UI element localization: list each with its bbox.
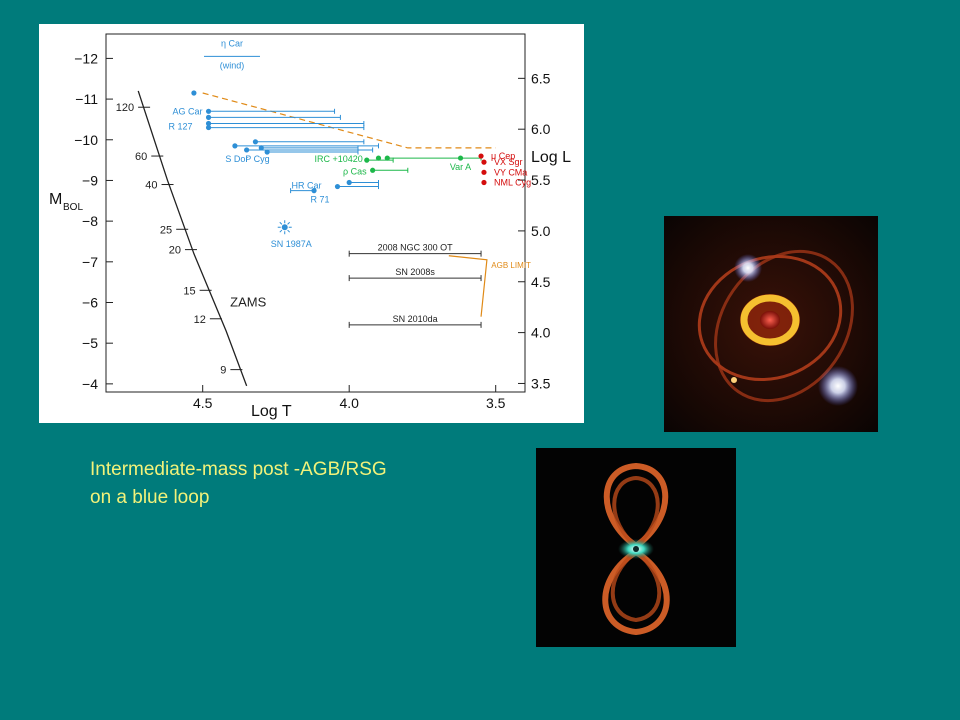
star-sublabel: (wind) [220,60,245,70]
y-left-axis-label: M [49,191,62,208]
star-point [258,145,264,151]
star-label: HR Car [291,181,321,191]
y-left-axis-sublabel: BOL [63,202,83,213]
star-point [205,114,212,120]
star-point [232,143,238,149]
agb-limit-label: AGB LIMIT [491,261,531,270]
left-tick-label: −6 [82,295,98,311]
star-label: SN 1987A [271,239,312,249]
y-right-axis-label: Log L [531,149,571,166]
left-tick-label: −11 [75,91,98,107]
zams-mass-label: 60 [135,151,147,163]
star-point [205,120,212,127]
zams-mass-label: 12 [194,314,206,326]
left-tick-label: −4 [82,376,98,392]
right-tick-label: 4.5 [531,274,551,290]
star-point [205,108,212,114]
star-point [478,153,484,159]
star-point [481,169,487,175]
sn-ray [279,229,283,233]
zams-mass-label: 15 [183,285,195,297]
star-point [334,183,341,190]
plot-frame [105,33,526,393]
star-point [311,188,317,194]
hr-diagram-svg: −12 −11 −10 −9 −8 −7 −6 −5 −4 6.5 6.0 5.5 5.0 4.5 4.0 3… [49,33,571,420]
x-tick-label: 4.5 [193,395,213,411]
star-label: R 71 [311,195,330,205]
right-tick-label: 6.5 [531,70,551,86]
star-point [252,139,259,145]
star-label: S Dor [225,154,248,164]
star-label: VY CMa [494,167,527,177]
zams-mass-label: 40 [145,180,157,192]
star-label: μ Cep [491,151,515,161]
zams-mass-label: 25 [160,224,172,236]
transient-label: 2008 NGC 300 OT [378,243,454,253]
x-axis-label: Log T [251,403,292,420]
star-label: R 127 [169,122,193,132]
left-tick-label: −8 [82,213,98,229]
star-point [281,224,288,231]
star-point [191,90,197,96]
caption-text: Intermediate-mass post -AGB/RSG on a blu… [90,456,387,512]
x-tick-label: 3.5 [486,395,506,411]
sn-ray [279,221,283,225]
caption-line-2: on a blue loop [90,487,210,508]
zams-line [137,90,248,387]
star-label: IRC +10420 [314,154,362,164]
star-point [264,149,270,155]
hr-diagram-chart: −12 −11 −10 −9 −8 −7 −6 −5 −4 6.5 6.0 5.5 5.0 4.5 4.0 3… [39,24,584,423]
left-tick-label: −5 [82,335,98,351]
right-tick-label: 5.5 [531,172,551,188]
star-point [205,124,212,131]
star-point [481,159,487,165]
star-label: AG Car [173,106,203,116]
star-label: VX Sgr [494,157,523,167]
hourglass-nebula-photo [536,448,736,647]
left-tick-label: −12 [74,50,98,66]
caption-line-1: Intermediate-mass post -AGB/RSG [90,459,387,480]
star-point [370,167,376,173]
x-tick-label: 4.0 [339,395,359,411]
sn-ray [287,221,291,225]
sn-ray [287,229,291,233]
star-label: NML Cyg [494,177,531,187]
left-tick-label: −7 [82,254,98,270]
left-tick-label: −10 [74,132,98,148]
transient-label: SN 2010da [393,314,438,324]
star-point [384,155,390,161]
star-point [457,155,464,161]
hd-limit-line [202,92,496,149]
zams-mass-label: 20 [169,245,181,257]
right-tick-label: 3.5 [531,375,551,391]
star-label: ρ Cas [343,166,367,176]
zams-mass-label: 9 [220,365,226,377]
right-tick-label: 4.0 [531,325,551,341]
star-label: P Cyg [245,154,269,164]
star-point [364,157,370,163]
agb-limit-line [448,255,488,317]
ring-nebula-photo [664,216,878,432]
star-point [375,155,382,161]
zams-label: ZAMS [230,295,266,310]
star-point [481,179,487,186]
right-tick-label: 6.0 [531,121,551,137]
right-tick-label: 5.0 [531,223,551,239]
star-point [346,179,352,186]
zams-mass-label: 120 [116,102,134,114]
star-label: Var A [450,162,471,172]
star-point [244,147,250,153]
transient-label: SN 2008s [395,267,435,277]
left-tick-label: −9 [82,172,98,188]
star-label: η Car [221,38,243,48]
